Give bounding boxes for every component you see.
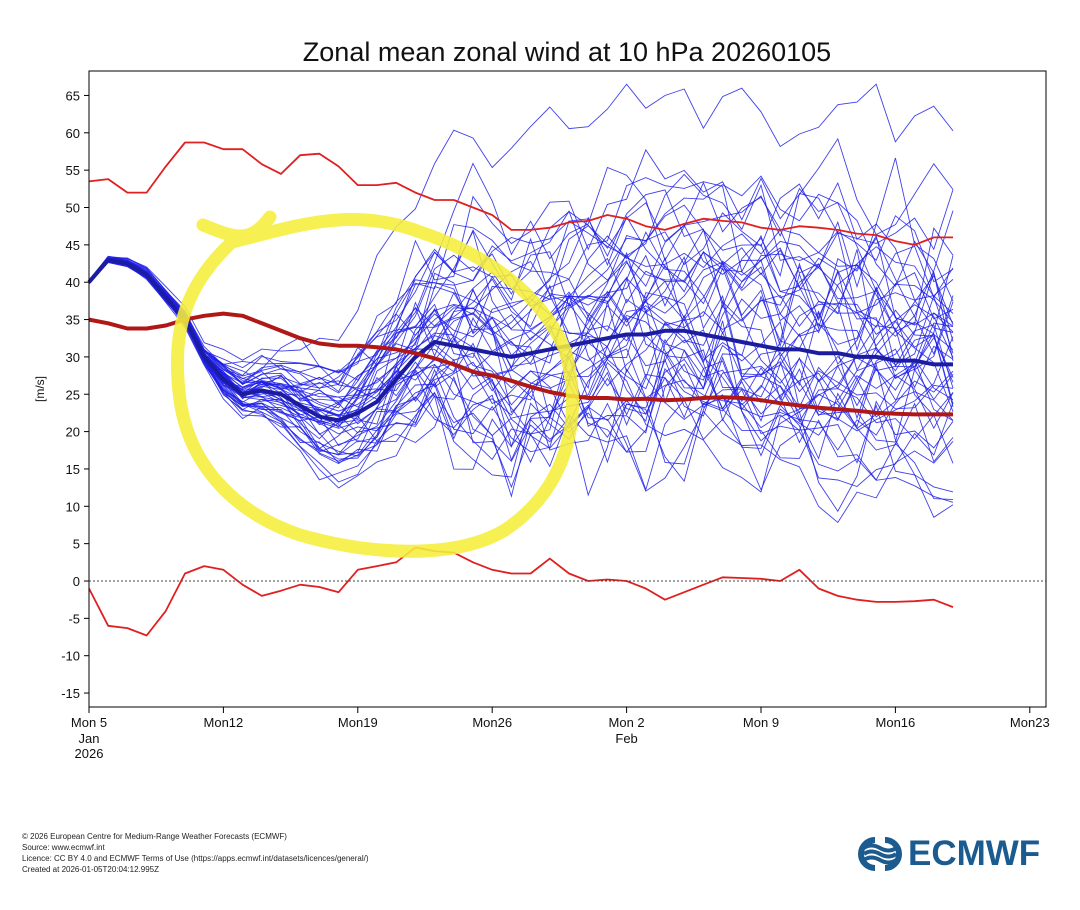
x-tick-label: Mon19 bbox=[338, 715, 378, 730]
ecmwf-logo: ECMWF bbox=[858, 834, 1040, 874]
chart-title: Zonal mean zonal wind at 10 hPa 20260105 bbox=[303, 37, 831, 67]
x-tick-label: Mon12 bbox=[204, 715, 244, 730]
y-tick-label: 35 bbox=[66, 313, 80, 328]
ecmwf-logo-icon bbox=[858, 837, 902, 871]
ensemble-members bbox=[88, 83, 954, 524]
ensemble-member-line bbox=[88, 162, 954, 385]
y-tick-label: 40 bbox=[66, 275, 80, 290]
y-tick-label: 45 bbox=[66, 238, 80, 253]
ensemble-member-line bbox=[88, 220, 954, 398]
y-tick-label: 60 bbox=[66, 126, 80, 141]
ensemble-member-line bbox=[88, 181, 954, 389]
x-tick-label: Mon 9 bbox=[743, 715, 779, 730]
ensemble-member-line bbox=[88, 224, 954, 408]
copyright-footer: © 2026 European Centre for Medium-Range … bbox=[22, 831, 369, 875]
ensemble-member-line bbox=[88, 256, 954, 420]
x-tick-sublabel-month: Jan bbox=[79, 731, 100, 746]
ensemble-member-line bbox=[88, 204, 954, 404]
y-tick-label: 25 bbox=[66, 387, 80, 402]
ensemble-member-line bbox=[88, 187, 954, 393]
ecmwf-logo-text: ECMWF bbox=[908, 834, 1041, 873]
y-tick-label: 30 bbox=[66, 350, 80, 365]
x-tick-sublabel-month: Feb bbox=[615, 731, 637, 746]
y-tick-label: 50 bbox=[66, 201, 80, 216]
y-tick-label: 10 bbox=[66, 499, 80, 514]
ensemble-member-line bbox=[88, 83, 954, 361]
y-axis-label: [m/s] bbox=[33, 376, 47, 402]
x-tick-sublabel-year: 2026 bbox=[75, 746, 104, 761]
y-tick-label: 0 bbox=[73, 574, 80, 589]
ensemble-member-line bbox=[88, 262, 954, 497]
ensemble-member-line bbox=[88, 228, 954, 409]
y-tick-label: -15 bbox=[61, 686, 80, 701]
y-tick-label: -5 bbox=[68, 611, 80, 626]
x-tick-label: Mon26 bbox=[472, 715, 512, 730]
y-tick-label: -10 bbox=[61, 649, 80, 664]
y-tick-label: 15 bbox=[66, 462, 80, 477]
footer-licence: Licence: CC BY 4.0 and ECMWF Terms of Us… bbox=[22, 854, 369, 863]
ensemble-member-line bbox=[88, 215, 954, 394]
series-climatology-min bbox=[88, 546, 954, 637]
ensemble-member-line bbox=[88, 157, 954, 389]
plot-frame bbox=[88, 70, 1047, 708]
x-tick-label: Mon23 bbox=[1010, 715, 1050, 730]
footer-copyright: © 2026 European Centre for Medium-Range … bbox=[22, 832, 287, 841]
series-climatology-mean bbox=[88, 311, 953, 417]
y-tick-label: 55 bbox=[66, 163, 80, 178]
yellow-annotation-ellipse bbox=[170, 210, 579, 558]
ensemble-member-line bbox=[88, 259, 954, 483]
ensemble-member-line bbox=[88, 260, 954, 443]
footer-created: Created at 2026-01-05T20:04:12.995Z bbox=[22, 865, 159, 874]
annotation-ellipse-stroke bbox=[170, 210, 579, 558]
ensemble-member-line bbox=[88, 259, 954, 460]
series-climatology-max bbox=[88, 141, 953, 246]
footer-source: Source: www.ecmwf.int bbox=[22, 843, 105, 852]
x-tick-label: Mon16 bbox=[876, 715, 916, 730]
y-tick-label: 65 bbox=[66, 88, 80, 103]
y-tick-label: 20 bbox=[66, 425, 80, 440]
ensemble-member-line bbox=[88, 189, 954, 373]
x-tick-label: Mon 2 bbox=[609, 715, 645, 730]
ensemble-member-line bbox=[88, 261, 954, 524]
ensemble-member-line bbox=[88, 261, 954, 498]
y-tick-label: 5 bbox=[73, 537, 80, 552]
ensemble-member-line bbox=[88, 260, 954, 488]
highlighted-series bbox=[87, 141, 954, 637]
x-tick-label: Mon 5 bbox=[71, 715, 107, 730]
axes: -15 -10 -5 0 5 10 15 20 25 30 35 40 45 50 55 60 65 Mon 5J… bbox=[61, 70, 1050, 761]
series-forecast-mean bbox=[87, 257, 953, 423]
